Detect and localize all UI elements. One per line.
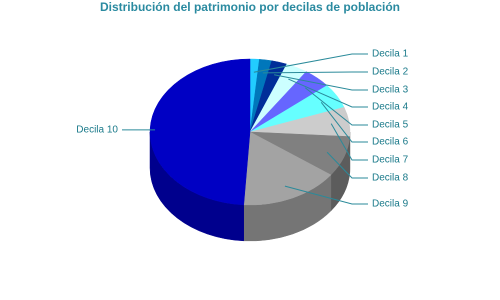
leader-line [330,123,368,161]
leader-line [304,87,368,126]
slice-label: Decila 10 [76,124,118,135]
leader-line [288,78,368,108]
leader-line [262,71,368,74]
slice-label: Decila 1 [372,49,409,60]
slice-label: Decila 5 [372,120,409,131]
leader-line [326,151,368,179]
slice-label: Decila 2 [372,67,409,78]
leader-line [284,185,368,205]
chart-title: Distribución del patrimonio por decilas … [100,0,400,14]
slice-label: Decila 3 [372,85,409,96]
slice-label: Decila 4 [372,102,409,113]
slice-label: Decila 7 [372,155,409,166]
slice-label: Decila 6 [372,137,409,148]
leader-line [253,53,368,73]
leader-line [274,74,368,91]
slice [243,131,332,206]
leader-line [320,102,368,143]
slice-label: Decila 8 [372,173,409,184]
slice-label: Decila 9 [372,199,409,210]
